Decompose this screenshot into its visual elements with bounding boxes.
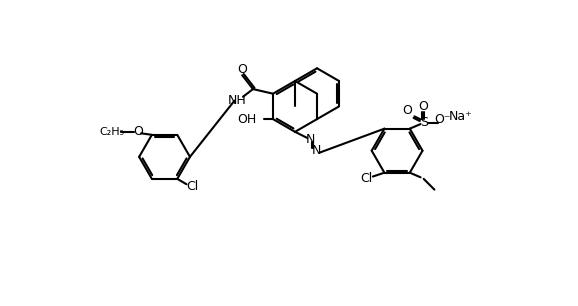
Text: Cl: Cl xyxy=(360,172,372,185)
Text: S: S xyxy=(420,116,428,129)
Text: O: O xyxy=(402,104,413,118)
Text: O: O xyxy=(237,63,247,76)
Text: Cl: Cl xyxy=(187,180,199,193)
Text: NH: NH xyxy=(228,94,247,107)
Text: N: N xyxy=(312,144,321,157)
Text: O⁻: O⁻ xyxy=(435,113,451,126)
Text: Na⁺: Na⁺ xyxy=(449,110,472,123)
Text: OH: OH xyxy=(237,113,256,125)
Text: O: O xyxy=(418,100,429,113)
Text: C₂H₅: C₂H₅ xyxy=(99,127,124,137)
Text: N: N xyxy=(306,133,315,146)
Text: O: O xyxy=(133,125,143,138)
